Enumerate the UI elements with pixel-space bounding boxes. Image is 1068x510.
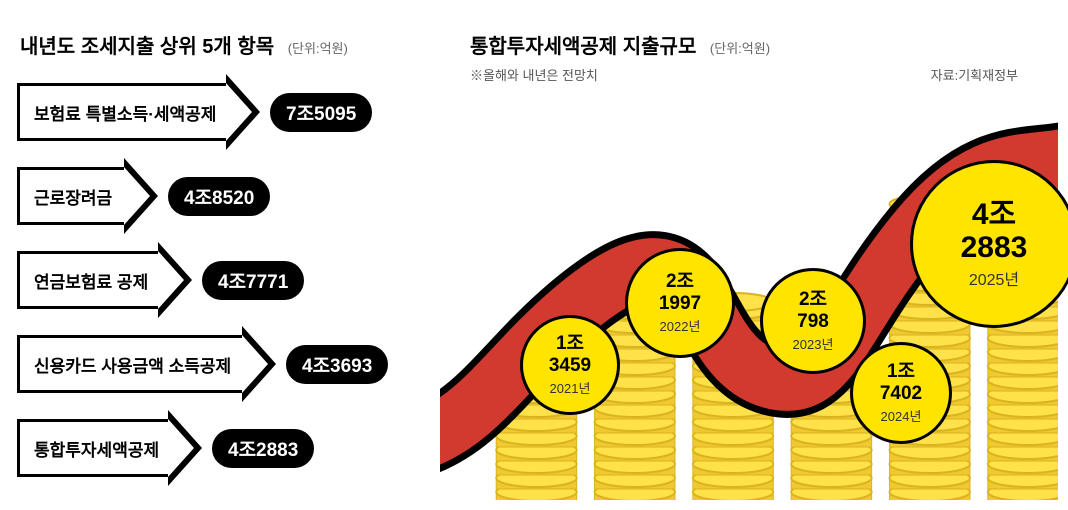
arrow-shape: 신용카드 사용금액 소득공제: [20, 335, 276, 393]
arrow-head-icon: [124, 158, 158, 234]
value-badge: 4조7771: [202, 261, 304, 300]
right-unit: (단위:억원): [710, 41, 770, 56]
arrow-shape: 근로장려금: [20, 167, 158, 225]
value-badge: 4조3693: [286, 345, 388, 384]
arrow-label: 연금보험료 공제: [20, 268, 162, 293]
data-bubble: 1조34592021년: [520, 315, 620, 415]
data-bubble: 2조7982023년: [760, 268, 866, 374]
arrow-list: 보험료 특별소득·세액공제 7조5095 근로장려금 4조8520 연금보험료 공제 4조…: [20, 81, 440, 479]
arrow-row: 연금보험료 공제 4조7771: [20, 249, 440, 311]
bubble-value: 1조7402: [880, 361, 922, 405]
right-title: 통합투자세액공제 지출규모 (단위:억원): [470, 30, 1058, 59]
value-badge: 4조2883: [212, 429, 314, 468]
right-source: 자료:기획재정부: [931, 65, 1018, 84]
arrow-label: 보험료 특별소득·세액공제: [20, 100, 230, 125]
right-note: ※올해와 내년은 전망치: [470, 65, 598, 84]
arrow-body: 근로장려금: [20, 167, 124, 225]
arrow-head-icon: [242, 326, 276, 402]
bubble-value: 2조798: [797, 289, 829, 333]
data-bubble: 2조19972022년: [625, 248, 735, 358]
arrow-body: 통합투자세액공제: [20, 419, 168, 477]
arrow-row: 근로장려금 4조8520: [20, 165, 440, 227]
top5-panel: 내년도 조세지출 상위 5개 항목 (단위:억원) 보험료 특별소득·세액공제 7…: [20, 30, 440, 500]
data-bubble: 4조28832025년: [910, 160, 1068, 328]
value-badge: 7조5095: [270, 93, 372, 132]
arrow-head-icon: [168, 410, 202, 486]
bubble-year: 2022년: [660, 316, 701, 335]
left-title-text: 내년도 조세지출 상위 5개 항목: [20, 36, 274, 58]
left-unit: (단위:억원): [288, 41, 348, 56]
arrow-head-icon: [158, 242, 192, 318]
data-bubble: 1조74022024년: [850, 342, 952, 444]
arrow-label: 통합투자세액공제: [20, 436, 173, 461]
value-badge: 4조8520: [168, 177, 270, 216]
arrow-shape: 연금보험료 공제: [20, 251, 192, 309]
trend-panel: 통합투자세액공제 지출규모 (단위:억원) ※올해와 내년은 전망치 자료:기획…: [440, 30, 1058, 500]
chart-area: 1조34592021년2조19972022년2조7982023년1조740220…: [440, 120, 1058, 500]
bubble-year: 2024년: [881, 406, 922, 425]
bubble-value: 1조3459: [549, 333, 591, 377]
arrow-body: 보험료 특별소득·세액공제: [20, 83, 226, 141]
arrow-body: 신용카드 사용금액 소득공제: [20, 335, 242, 393]
bubble-value: 2조1997: [659, 271, 701, 315]
arrow-label: 신용카드 사용금액 소득공제: [20, 352, 245, 377]
arrow-label: 근로장려금: [20, 184, 126, 209]
arrow-row: 보험료 특별소득·세액공제 7조5095: [20, 81, 440, 143]
arrow-head-icon: [226, 74, 260, 150]
arrow-shape: 보험료 특별소득·세액공제: [20, 83, 260, 141]
bubble-year: 2025년: [969, 266, 1019, 290]
arrow-body: 연금보험료 공제: [20, 251, 158, 309]
right-title-text: 통합투자세액공제 지출규모: [470, 36, 696, 58]
bubble-year: 2023년: [793, 334, 834, 353]
arrow-row: 통합투자세액공제 4조2883: [20, 417, 440, 479]
left-title: 내년도 조세지출 상위 5개 항목 (단위:억원): [20, 30, 440, 59]
arrow-row: 신용카드 사용금액 소득공제 4조3693: [20, 333, 440, 395]
bubble-year: 2021년: [550, 378, 591, 397]
bubble-value: 4조2883: [961, 198, 1028, 264]
arrow-shape: 통합투자세액공제: [20, 419, 202, 477]
